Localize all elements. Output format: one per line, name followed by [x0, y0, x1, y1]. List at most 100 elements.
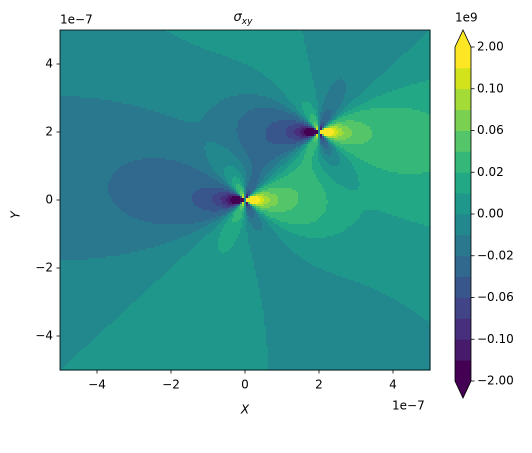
contour-band [244, 184, 247, 187]
contour-band [60, 62, 243, 65]
contour-band [332, 128, 337, 131]
contour-band [412, 46, 431, 49]
contour-band [372, 132, 431, 135]
contour-band [60, 104, 133, 107]
contour-band [204, 172, 217, 175]
contour-band [274, 178, 281, 181]
contour-band [240, 184, 243, 187]
contour-band [60, 214, 129, 217]
contour-band [210, 176, 221, 179]
contour-band [316, 96, 327, 99]
contour-band [322, 118, 331, 121]
contour-band [388, 170, 431, 173]
contour-band [374, 80, 427, 83]
contour-band [60, 54, 223, 57]
contour-band [154, 246, 195, 249]
contour-band [100, 98, 225, 101]
contour-band [252, 226, 263, 229]
contour-band [248, 202, 251, 205]
contour-band [254, 108, 277, 111]
contour-band [60, 72, 263, 75]
contour-band [320, 124, 325, 127]
contour-band [322, 166, 355, 169]
contour-band [314, 150, 319, 153]
contour-band [60, 106, 141, 109]
contour-band [174, 264, 255, 267]
contour-band [260, 198, 265, 201]
contour-band [116, 170, 201, 173]
contour-band [328, 126, 331, 129]
contour-band [60, 108, 147, 111]
contour-band [310, 262, 431, 265]
contour-band [60, 168, 119, 171]
contour-band [278, 198, 299, 201]
colorbar-tick-label: −2.00 [477, 374, 514, 388]
contour-band [220, 250, 229, 253]
contour-band [212, 222, 221, 225]
contour-band [60, 124, 239, 127]
contour-band [60, 118, 179, 121]
contour-band [294, 252, 431, 255]
contour-band [150, 286, 259, 289]
contour-band [288, 222, 311, 225]
contour-band [238, 60, 309, 63]
contour-band [60, 70, 259, 73]
contour-band [316, 148, 319, 151]
contour-band [324, 124, 327, 127]
contour-band [60, 34, 175, 37]
contour-band [308, 54, 403, 57]
contour-band [298, 196, 327, 199]
contour-band [132, 104, 217, 107]
contour-band [242, 202, 245, 205]
contour-band [324, 102, 343, 105]
contour-band [246, 198, 261, 201]
contour-band [318, 122, 321, 125]
contour-band [314, 84, 333, 87]
contour-band [94, 338, 267, 341]
contour-band [360, 282, 431, 285]
contour-band [234, 190, 237, 193]
contour-band [354, 112, 427, 115]
contour-band [302, 114, 307, 117]
contour-band [108, 182, 221, 185]
contour-band [302, 106, 313, 109]
contour-band [312, 168, 323, 171]
contour-band [364, 160, 431, 163]
contour-band [264, 212, 325, 215]
contour-band [242, 214, 245, 217]
contour-band [248, 194, 251, 197]
contour-band [238, 206, 241, 209]
contour-band [364, 210, 381, 213]
contour-band [306, 46, 413, 49]
contour-band [376, 96, 431, 99]
colorbar-segment [455, 130, 471, 152]
contour-band [60, 46, 201, 49]
contour-band [340, 184, 361, 187]
contour-band [260, 296, 391, 299]
contour-band [180, 258, 253, 261]
contour-band [352, 100, 369, 103]
contour-band [304, 142, 307, 145]
contour-band [204, 148, 229, 151]
contour-band [252, 204, 257, 207]
contour-band [228, 212, 231, 215]
contour-band [320, 138, 325, 141]
contour-band [344, 148, 431, 151]
contour-band [298, 254, 431, 257]
contour-band [340, 146, 431, 149]
contour-band [230, 212, 233, 215]
contour-band [108, 186, 229, 189]
contour-band [204, 220, 217, 223]
contour-band [268, 222, 275, 225]
contour-band [264, 320, 429, 323]
contour-band [322, 114, 331, 117]
contour-band [222, 178, 227, 181]
contour-band [320, 148, 323, 151]
contour-band [292, 148, 297, 151]
contour-band [60, 60, 239, 63]
contour-band [268, 350, 431, 353]
contour-band [222, 216, 227, 219]
contour-band [246, 212, 249, 215]
contour-band [414, 310, 431, 313]
